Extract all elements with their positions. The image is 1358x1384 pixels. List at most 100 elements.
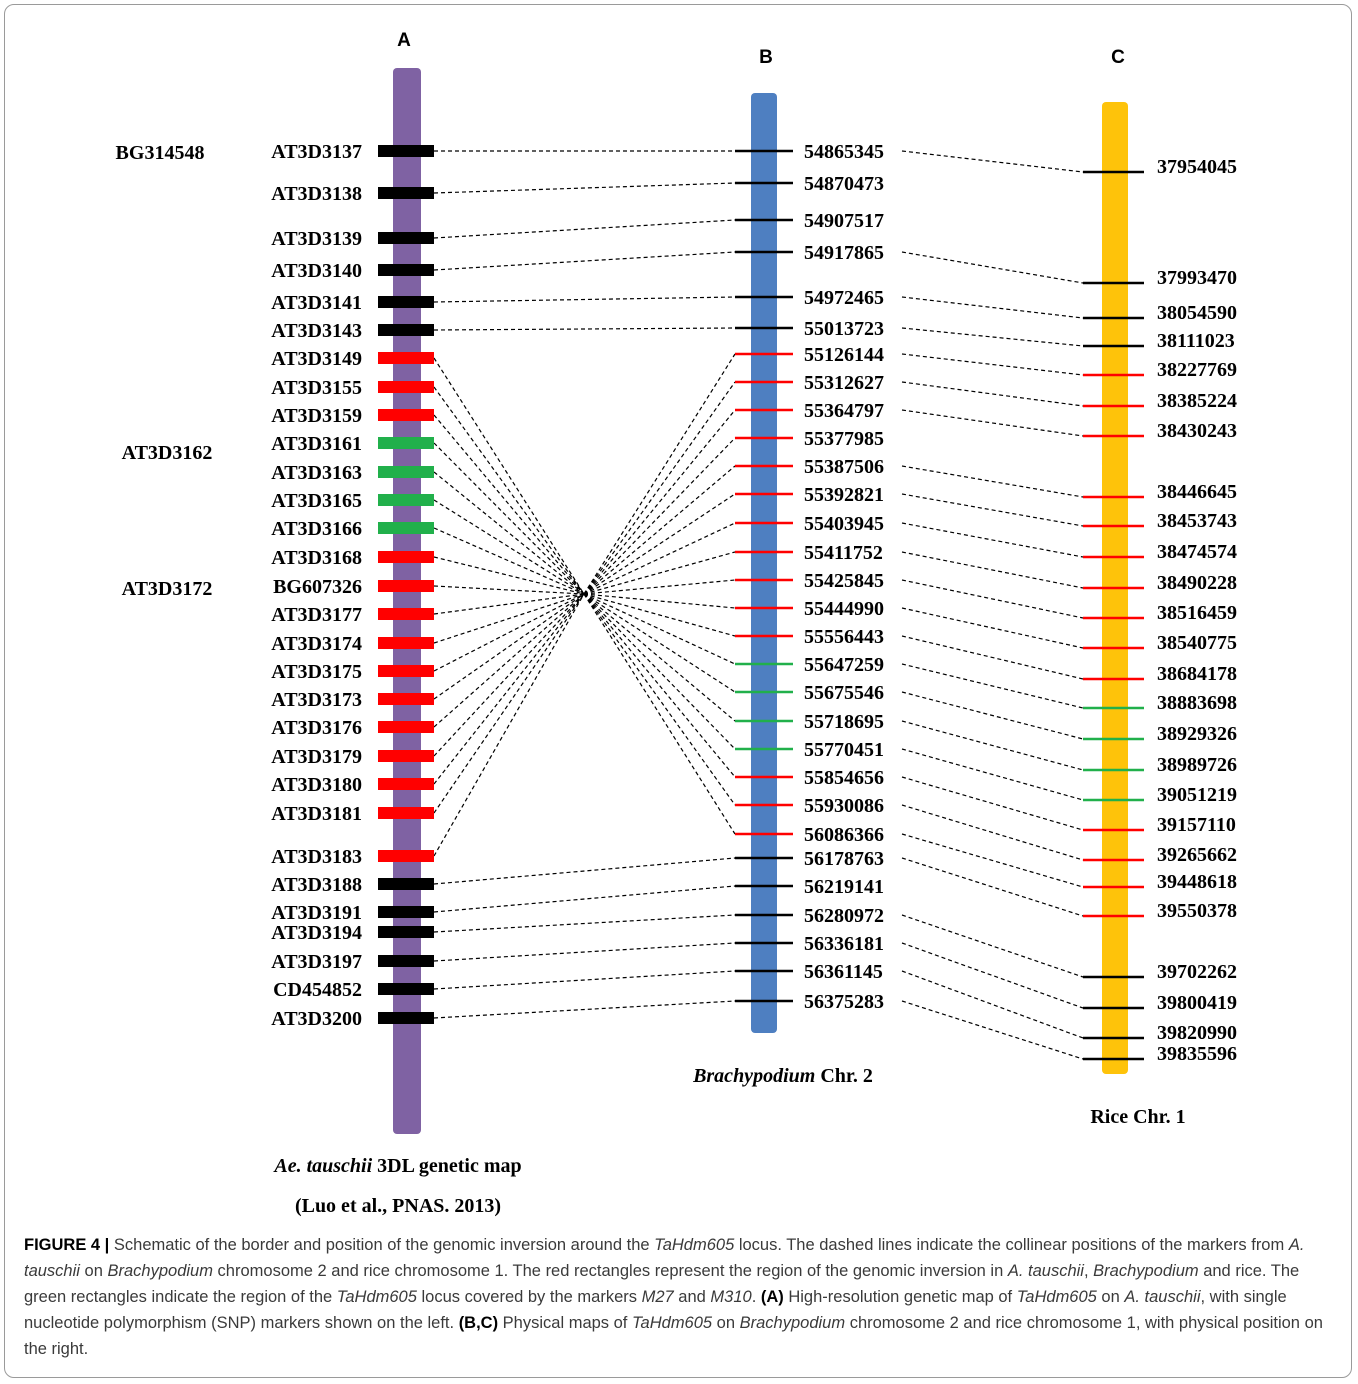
- marker-a-18: [378, 665, 434, 677]
- link-cross-b: [583, 593, 736, 665]
- link-a-b: [433, 251, 736, 271]
- marker-b-label: 55425845: [804, 570, 884, 592]
- link-cross-b: [583, 437, 736, 595]
- marker-a-label: AT3D3194: [271, 922, 362, 944]
- link-b-c: [901, 409, 1084, 437]
- marker-c-label: 37954045: [1157, 156, 1237, 178]
- marker-c-label: 38989726: [1157, 754, 1237, 776]
- marker-c-label: 39265662: [1157, 844, 1237, 866]
- link-cross-b: [583, 493, 736, 595]
- marker-a-20: [378, 721, 434, 733]
- link-a-cross: [433, 593, 585, 757]
- marker-c-label: 38054590: [1157, 302, 1237, 324]
- marker-a-10: [378, 437, 434, 449]
- marker-a-9: [378, 409, 434, 421]
- link-a-b: [433, 296, 736, 303]
- marker-a-22: [378, 778, 434, 790]
- marker-a-label: AT3D3149: [271, 348, 362, 370]
- link-cross-b: [583, 593, 736, 750]
- marker-a-24: [378, 850, 434, 862]
- figure-frame: [4, 4, 1352, 1378]
- marker-b-label: 54907517: [804, 210, 884, 232]
- marker-a-label: AT3D3174: [271, 633, 362, 655]
- link-a-cross: [433, 593, 585, 615]
- map-c-markers: 37954045 37993470 38054590 38111023 38227769…: [1083, 156, 1237, 1065]
- link-b-c: [901, 353, 1084, 376]
- marker-c-label: 39051219: [1157, 784, 1237, 806]
- snp-label-1: BG314548: [116, 142, 205, 164]
- link-b-c: [901, 493, 1084, 527]
- map-a-markers: AT3D3137 AT3D3138 AT3D3139 AT3D3140 AT3D3141…: [271, 141, 434, 1030]
- marker-b-label: 56086366: [804, 824, 884, 846]
- marker-c-label: 38227769: [1157, 359, 1237, 381]
- map-c-title: Rice Chr. 1: [1090, 1106, 1185, 1128]
- link-a-b: [433, 914, 736, 933]
- snp-label-3: AT3D3172: [122, 578, 213, 600]
- link-b-c: [901, 296, 1084, 319]
- marker-a-1: [378, 145, 434, 157]
- link-a-cross: [433, 593, 585, 785]
- link-b-c: [901, 522, 1084, 558]
- link-a-cross: [433, 593, 585, 728]
- marker-b-label: 56361145: [804, 961, 883, 983]
- marker-b-label: 56280972: [804, 905, 884, 927]
- marker-a-21: [378, 750, 434, 762]
- link-b-c: [901, 465, 1084, 498]
- marker-b-label: 55556443: [804, 626, 884, 648]
- marker-b-label: 54917865: [804, 242, 884, 264]
- marker-b-label: 55387506: [804, 456, 884, 478]
- marker-c-label: 38385224: [1157, 390, 1237, 412]
- link-b-c: [901, 776, 1084, 831]
- link-cross-b: [583, 593, 736, 637]
- synteny-diagram: A B C AT3D3137AT3D3138AT3D3139AT3D3140AT…: [116, 30, 1237, 1217]
- marker-a-label: AT3D3200: [271, 1008, 362, 1030]
- link-a-b: [433, 327, 736, 331]
- map-b-markers: 54865345 54870473 54907517 54917865 54972465…: [735, 141, 884, 1013]
- marker-c-label: 38111023: [1157, 330, 1235, 352]
- link-a-cross: [433, 386, 585, 595]
- link-a-b: [433, 1000, 736, 1019]
- marker-c-label: 37993470: [1157, 267, 1237, 289]
- marker-c-label: 39835596: [1157, 1043, 1237, 1065]
- marker-b-label: 55392821: [804, 484, 884, 506]
- link-a-cross: [433, 414, 585, 595]
- marker-b-label: 55377985: [804, 428, 884, 450]
- panel-label-c: C: [1111, 47, 1125, 68]
- marker-a-16: [378, 608, 434, 620]
- marker-a-5: [378, 296, 434, 308]
- marker-a-label: AT3D3168: [271, 547, 362, 569]
- snp-label-2: AT3D3162: [122, 442, 213, 464]
- marker-a-label: AT3D3137: [271, 141, 362, 163]
- caption-figure-label: FIGURE 4 |: [24, 1236, 110, 1254]
- panel-label-b: B: [759, 47, 773, 68]
- link-a-cross: [433, 442, 585, 595]
- marker-a-label: AT3D3165: [271, 490, 362, 512]
- marker-a-17: [378, 637, 434, 649]
- marker-b-label: 55312627: [804, 372, 884, 394]
- marker-c-label: 39800419: [1157, 992, 1237, 1014]
- link-a-cross: [433, 593, 585, 700]
- marker-a-label: AT3D3138: [271, 183, 362, 205]
- map-a-title: Ae. tauschii 3DL genetic map: [272, 1155, 521, 1177]
- marker-b-label: 55854656: [804, 767, 884, 789]
- marker-b-label: 55930086: [804, 795, 884, 817]
- link-cross-b: [583, 551, 736, 595]
- link-cross-b: [583, 593, 736, 806]
- marker-a-25: [378, 878, 434, 890]
- marker-b-label: 56219141: [804, 876, 884, 898]
- map-a-citation: (Luo et al., PNAS. 2013): [295, 1195, 501, 1217]
- link-a-cross: [433, 593, 585, 672]
- chromosome-b-bar: [751, 93, 777, 1033]
- marker-a-6: [378, 324, 434, 336]
- marker-a-13: [378, 522, 434, 534]
- marker-a-label: AT3D3175: [271, 661, 362, 683]
- marker-a-4: [378, 264, 434, 276]
- marker-c-label: 38474574: [1157, 541, 1237, 563]
- marker-b-label: 55647259: [804, 654, 884, 676]
- marker-a-label: AT3D3140: [271, 260, 362, 282]
- marker-b-label: 55126144: [804, 344, 884, 366]
- link-cross-b: [583, 465, 736, 595]
- link-b-c: [901, 607, 1084, 649]
- link-a-b: [433, 182, 736, 194]
- marker-c-label: 39550378: [1157, 900, 1237, 922]
